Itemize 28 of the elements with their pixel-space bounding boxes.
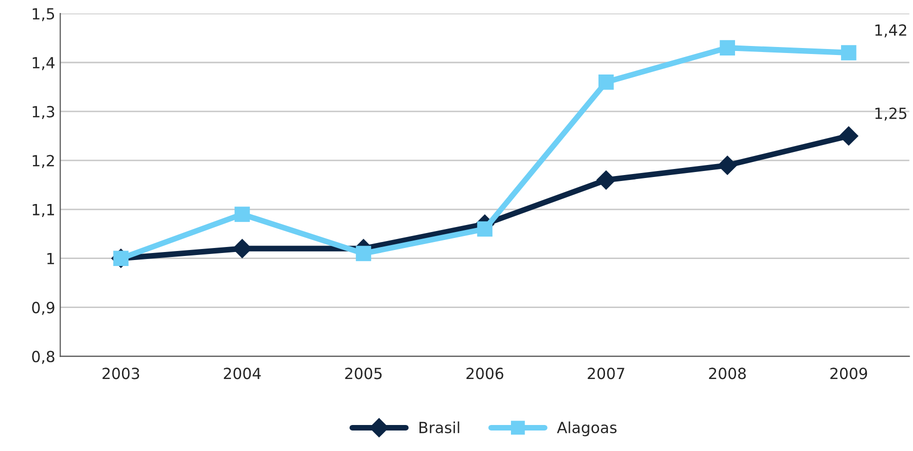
x-tick-label: 2007	[588, 368, 624, 380]
x-tick-label: 2004	[224, 368, 261, 380]
point	[720, 40, 736, 56]
point	[841, 45, 856, 60]
y-tick-label: 1,1	[32, 204, 54, 217]
x-tick-label: 2009	[830, 368, 868, 380]
y-tick-label: 1,3	[32, 106, 54, 120]
y-tick-label: 0,9	[32, 302, 54, 315]
point	[477, 221, 492, 237]
point	[234, 206, 250, 222]
point	[598, 74, 614, 90]
point	[596, 170, 616, 190]
x-tick-label: 2005	[345, 368, 382, 380]
y-tick-label: 1,2	[32, 154, 54, 168]
y-tick-label: 1,5	[32, 8, 54, 22]
y-tick-label: 0,8	[32, 350, 54, 364]
x-tick-label: 2008	[709, 368, 746, 380]
point	[718, 156, 738, 176]
point	[356, 246, 372, 262]
x-tick-label: 2006	[466, 368, 504, 380]
data-label: 1,25	[875, 108, 906, 121]
x-tick-label: 2003	[102, 368, 140, 380]
y-tick-label: 1	[47, 253, 54, 264]
legend-label: Alagoas	[556, 421, 617, 436]
point	[838, 126, 859, 146]
data-label: 1,42	[875, 24, 906, 38]
legend-label: Brasil	[420, 421, 460, 434]
y-tick-label: 1,4	[32, 57, 55, 70]
